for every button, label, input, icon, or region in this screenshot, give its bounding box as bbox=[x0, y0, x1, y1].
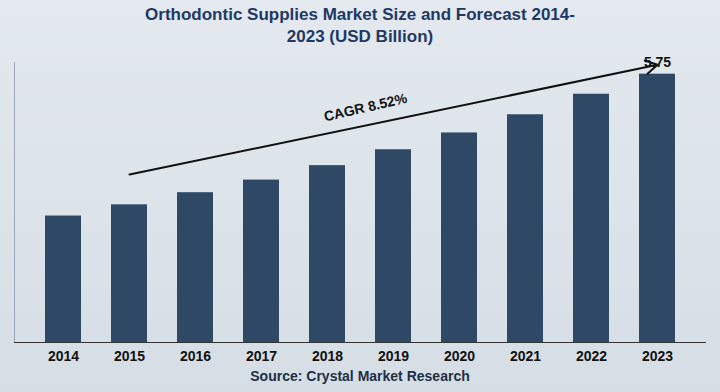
svg-text:2014: 2014 bbox=[48, 348, 79, 364]
svg-text:2023: 2023 bbox=[642, 348, 673, 364]
svg-text:2021: 2021 bbox=[510, 348, 541, 364]
svg-text:CAGR 8.52%: CAGR 8.52% bbox=[322, 90, 409, 125]
svg-text:2017: 2017 bbox=[246, 348, 277, 364]
svg-text:2022: 2022 bbox=[576, 348, 607, 364]
svg-text:2020: 2020 bbox=[444, 348, 475, 364]
html-text:Source: Crystal Market Researc: Source: Crystal Market Research bbox=[250, 368, 470, 384]
svg-text:5.75: 5.75 bbox=[644, 54, 671, 70]
svg-text:2019: 2019 bbox=[378, 348, 409, 364]
svg-text:2018: 2018 bbox=[312, 348, 343, 364]
svg-text:2015: 2015 bbox=[114, 348, 145, 364]
svg-text:2016: 2016 bbox=[180, 348, 211, 364]
html-text:Orthodontic Supplies Market Si: Orthodontic Supplies Market Size and For… bbox=[145, 5, 575, 46]
